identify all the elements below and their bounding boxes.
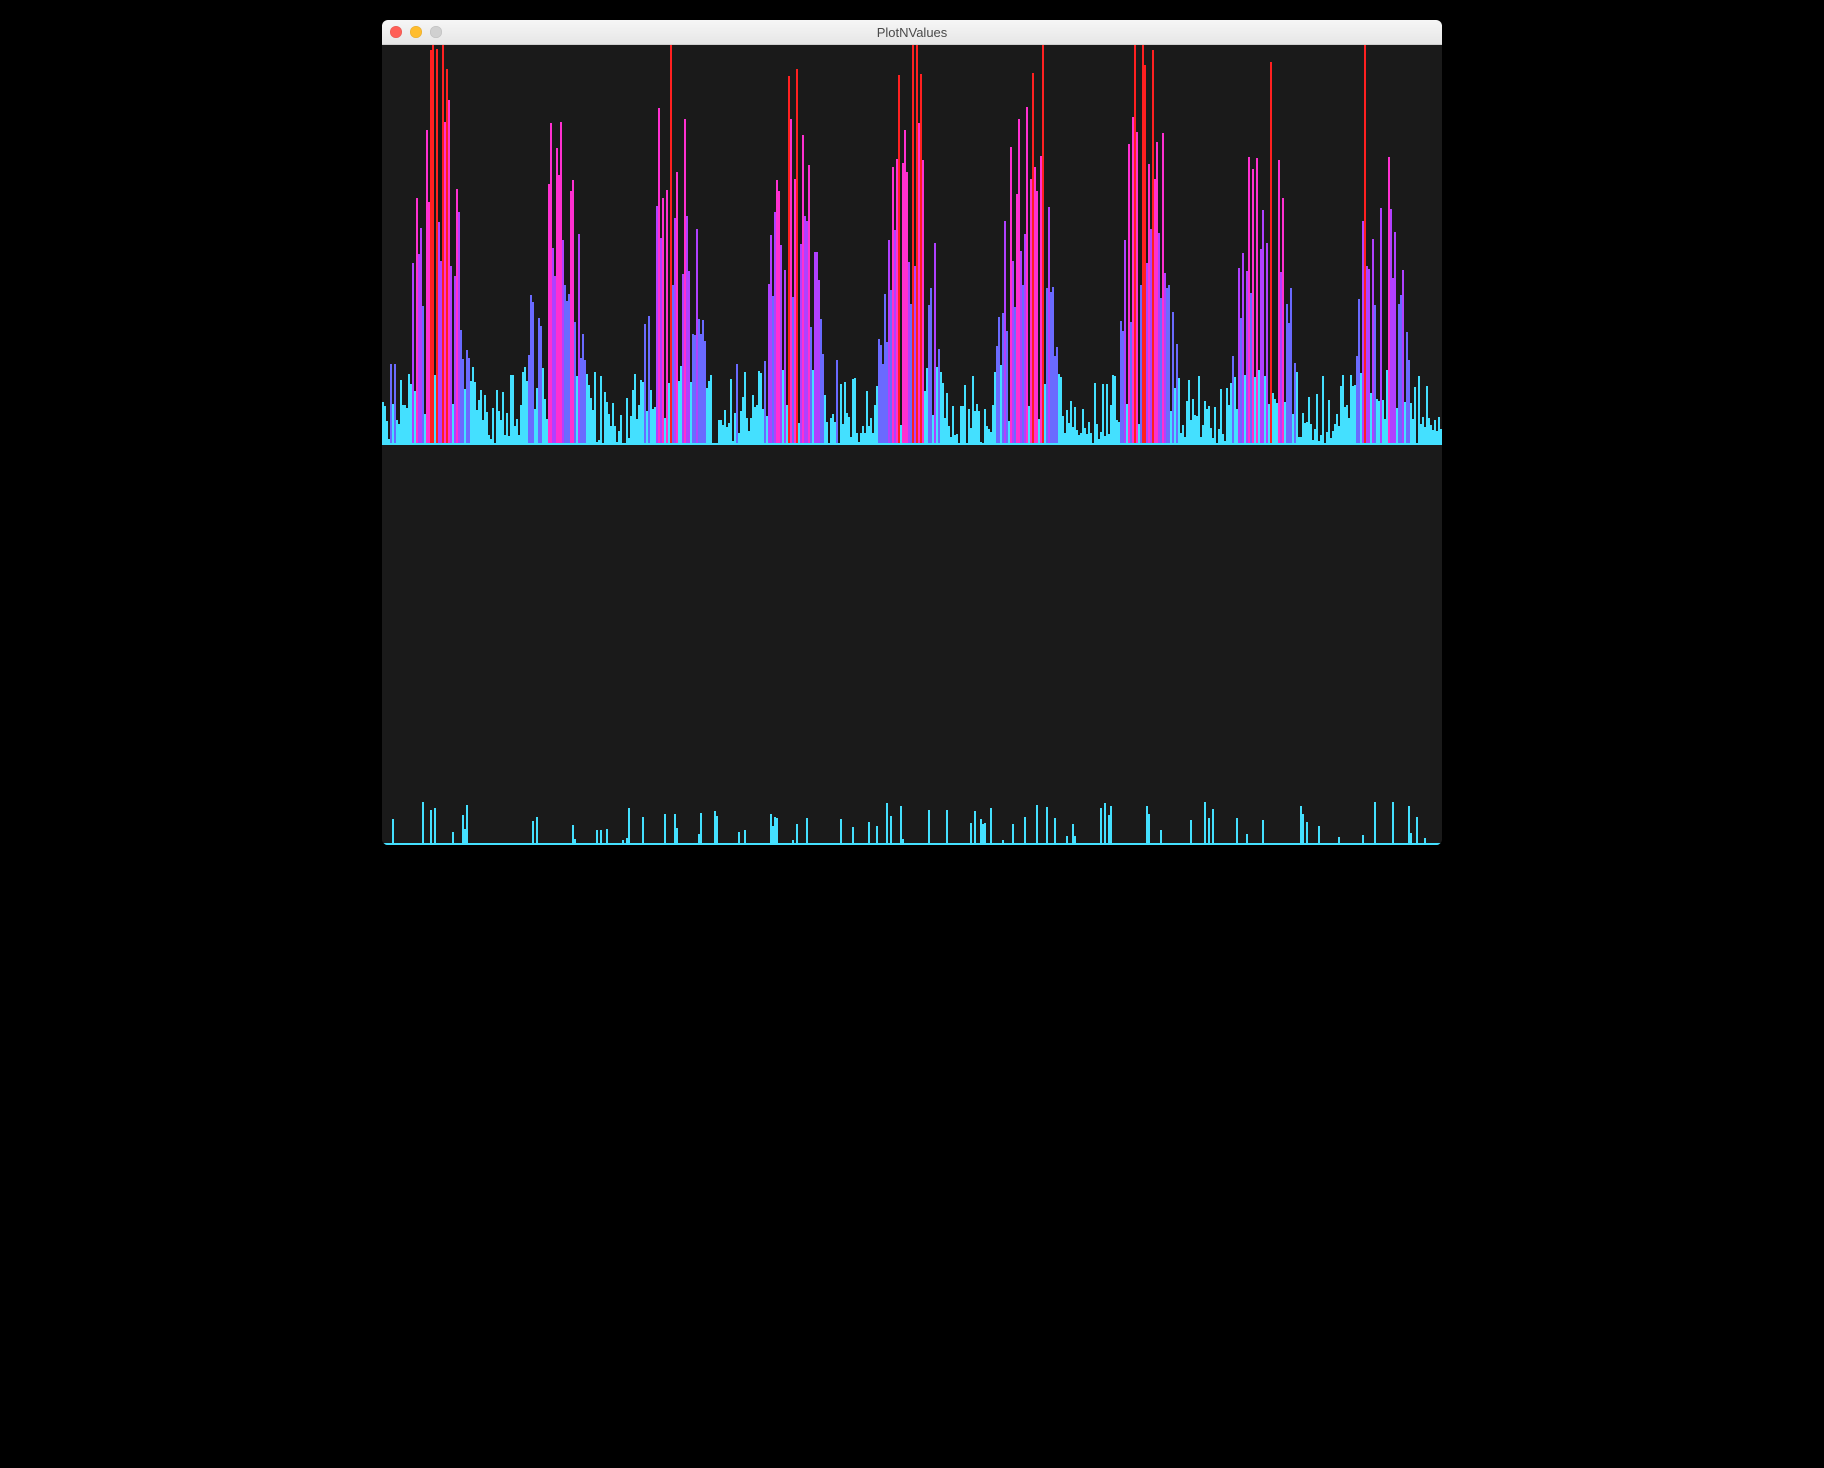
bar: [664, 814, 666, 845]
bar: [1236, 818, 1238, 845]
bar: [1110, 806, 1112, 845]
bar: [1208, 818, 1210, 845]
titlebar[interactable]: PlotNValues: [382, 20, 1442, 45]
bar: [1316, 394, 1318, 445]
bar: [466, 805, 468, 845]
bar: [984, 823, 986, 845]
window-controls: [390, 26, 442, 38]
bar: [890, 816, 892, 845]
bar: [422, 802, 424, 845]
bar: [1190, 820, 1192, 845]
bar: [840, 819, 842, 845]
bar: [536, 817, 538, 845]
bar: [1270, 62, 1272, 445]
bar: [1374, 802, 1376, 845]
plot-panel-bottom: [382, 445, 1442, 845]
bar: [974, 811, 976, 845]
bar: [532, 821, 534, 845]
bar: [1414, 387, 1416, 445]
plot-panel-top: [382, 45, 1442, 445]
app-window: PlotNValues: [382, 20, 1442, 845]
bar: [600, 376, 602, 445]
plot-content: [382, 45, 1442, 845]
bar: [1296, 372, 1298, 445]
bar: [700, 813, 702, 845]
bar: [1036, 805, 1038, 845]
bar: [806, 818, 808, 845]
bar: [1036, 191, 1038, 445]
bar: [970, 823, 972, 845]
bar: [776, 818, 778, 845]
bar: [710, 375, 712, 445]
bar: [796, 824, 798, 845]
baseline-bottom: [382, 843, 1442, 845]
bar: [730, 379, 732, 445]
bar: [1302, 814, 1304, 845]
bar: [964, 385, 966, 445]
viewport: PlotNValues: [0, 0, 1824, 1468]
bar: [628, 808, 630, 845]
bar: [716, 816, 718, 845]
bar: [1024, 817, 1026, 845]
bar: [1212, 809, 1214, 845]
bar: [978, 411, 980, 445]
bar: [392, 819, 394, 845]
bar: [430, 810, 432, 845]
bar: [1322, 376, 1324, 445]
bar: [1026, 107, 1028, 445]
close-icon[interactable]: [390, 26, 402, 38]
bar: [1198, 376, 1200, 445]
bar: [1136, 132, 1138, 445]
bar: [886, 803, 888, 845]
bar: [796, 69, 798, 445]
bar: [990, 808, 992, 845]
bar: [1262, 820, 1264, 845]
bar: [1392, 802, 1394, 845]
bar: [826, 422, 828, 445]
bar: [946, 810, 948, 845]
bars-bottom: [382, 445, 1442, 845]
zoom-icon[interactable]: [430, 26, 442, 38]
bar: [434, 808, 436, 845]
bar: [1100, 808, 1102, 845]
bar: [1104, 803, 1106, 845]
bar: [1148, 814, 1150, 845]
bar: [492, 408, 494, 445]
bar: [594, 372, 596, 445]
bar: [1046, 807, 1048, 845]
bars-top: [382, 45, 1442, 445]
bar: [928, 810, 930, 845]
bar: [1054, 818, 1056, 845]
bar: [642, 817, 644, 845]
bar: [620, 415, 622, 445]
bar: [868, 822, 870, 845]
bar: [1214, 407, 1216, 445]
window-title: PlotNValues: [382, 25, 1442, 40]
bar: [1012, 824, 1014, 845]
bar: [836, 360, 838, 445]
bar: [1416, 817, 1418, 845]
minimize-icon[interactable]: [410, 26, 422, 38]
bar: [898, 75, 900, 445]
bar: [1204, 802, 1206, 845]
bar: [662, 198, 664, 445]
bar: [1306, 822, 1308, 845]
